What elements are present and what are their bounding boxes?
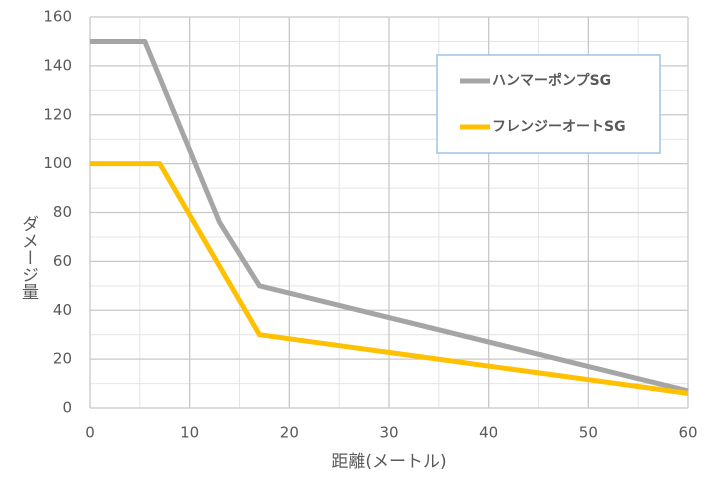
- x-tick-label: 0: [85, 424, 95, 442]
- legend-label: フレンジーオートSG: [492, 119, 626, 135]
- y-tick-label: 120: [43, 105, 72, 123]
- grid: [89, 16, 689, 409]
- series-line: [90, 161, 689, 396]
- y-tick-label: 80: [53, 203, 72, 221]
- y-tick-label: 160: [43, 8, 72, 26]
- plot: [90, 38, 689, 396]
- y-tick-label: 40: [53, 301, 72, 319]
- y-tick-label: 60: [53, 252, 72, 270]
- x-tick-label: 30: [379, 424, 398, 442]
- legend-label: ハンマーポンプSG: [492, 72, 611, 89]
- x-tick-label: 50: [579, 424, 598, 442]
- y-axis-label: ダメージ量: [18, 215, 39, 300]
- legend-box: [436, 54, 661, 154]
- x-tick-label: 10: [180, 424, 199, 442]
- y-tick-label: 100: [43, 154, 72, 172]
- y-tick-label: 140: [43, 56, 72, 74]
- x-axis-label: 距離(メートル): [331, 452, 446, 472]
- x-tick-label: 40: [479, 424, 498, 442]
- x-tick-label: 20: [280, 424, 299, 442]
- x-tick-label: 60: [678, 424, 697, 442]
- y-tick-label: 20: [53, 350, 72, 368]
- y-tick-label: 0: [62, 399, 72, 417]
- series-line: [90, 38, 689, 394]
